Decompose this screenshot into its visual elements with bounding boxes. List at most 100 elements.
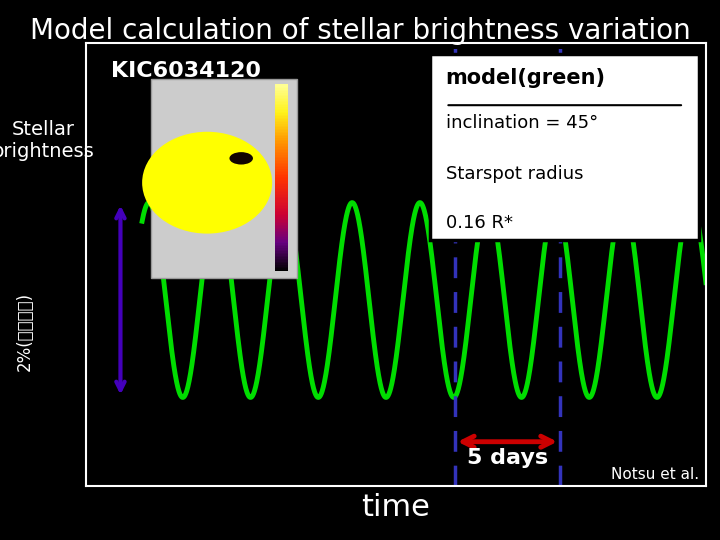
Bar [275, 141, 288, 144]
Bar [275, 255, 288, 257]
Bar [275, 219, 288, 221]
Bar [275, 187, 288, 189]
Bar [275, 269, 288, 271]
Bar [275, 97, 288, 99]
Bar [275, 248, 288, 251]
Bar [275, 212, 288, 214]
Bar [275, 194, 288, 197]
Bar [275, 159, 288, 161]
Bar [275, 100, 288, 102]
Bar [275, 151, 288, 153]
Bar [275, 150, 288, 152]
Bar [275, 198, 288, 200]
Bar [275, 166, 288, 169]
Bar [275, 103, 288, 105]
Bar [275, 214, 288, 217]
Bar [275, 160, 288, 163]
Bar [275, 164, 288, 166]
Bar [275, 202, 288, 205]
Bar [275, 256, 288, 259]
Bar [275, 95, 288, 98]
Bar [275, 134, 288, 137]
Bar [275, 210, 288, 212]
Text: inclination = 45°: inclination = 45° [446, 114, 598, 132]
Bar [275, 173, 288, 175]
Bar [275, 170, 288, 172]
Bar [275, 146, 288, 149]
Bar [275, 201, 288, 203]
Bar [275, 102, 288, 104]
Bar [275, 122, 288, 124]
Bar [275, 180, 288, 183]
Bar [275, 241, 288, 244]
Bar [275, 264, 288, 267]
Bar [151, 79, 297, 278]
Bar [275, 193, 288, 195]
Bar [275, 182, 288, 185]
Bar [275, 242, 288, 245]
Bar [275, 260, 288, 262]
Bar [275, 105, 288, 107]
Bar [275, 171, 288, 173]
Bar [275, 205, 288, 208]
Bar [275, 128, 288, 130]
Bar [275, 93, 288, 96]
Bar [275, 266, 288, 268]
Bar [275, 92, 288, 94]
Bar [275, 228, 288, 231]
Bar [275, 162, 288, 164]
Bar [275, 177, 288, 180]
Bar [275, 117, 288, 119]
Bar [275, 109, 288, 112]
Bar [275, 154, 288, 157]
Bar [275, 190, 288, 192]
Text: 2%(平均輝度): 2%(平均輝度) [15, 292, 33, 370]
Bar [275, 188, 288, 191]
Bar [275, 224, 288, 226]
Bar [275, 84, 288, 87]
Text: Stellar
brightness: Stellar brightness [0, 120, 94, 161]
Bar [275, 207, 288, 209]
Bar [275, 112, 288, 114]
Text: Starspot radius: Starspot radius [446, 165, 583, 183]
Bar [430, 54, 699, 240]
Bar [275, 120, 288, 123]
Bar [275, 179, 288, 181]
Bar [275, 114, 288, 116]
Bar [275, 238, 288, 240]
X-axis label: time: time [361, 493, 431, 522]
Bar [275, 153, 288, 155]
Bar [275, 222, 288, 225]
Bar [275, 199, 288, 201]
Bar [275, 258, 288, 260]
Bar [275, 253, 288, 256]
Ellipse shape [230, 152, 253, 165]
Bar [275, 221, 288, 223]
Bar [275, 227, 288, 229]
Bar [275, 168, 288, 171]
Bar [275, 137, 288, 139]
Bar [275, 126, 288, 129]
Bar [275, 267, 288, 269]
Bar [275, 111, 288, 113]
Bar [275, 233, 288, 235]
Text: Notsu et al.: Notsu et al. [611, 467, 699, 482]
Text: 5 days: 5 days [467, 448, 548, 468]
Bar [275, 87, 288, 90]
Bar [275, 247, 288, 249]
Bar [275, 262, 288, 265]
Bar [275, 139, 288, 141]
Bar [275, 252, 288, 254]
Bar [275, 185, 288, 187]
Bar [275, 191, 288, 194]
Bar [275, 86, 288, 89]
Bar [275, 131, 288, 133]
Bar [275, 156, 288, 158]
Bar [275, 196, 288, 198]
Bar [275, 106, 288, 109]
Bar [275, 261, 288, 264]
Bar [275, 118, 288, 121]
Bar [275, 246, 288, 248]
Bar [275, 145, 288, 147]
Bar [275, 239, 288, 242]
